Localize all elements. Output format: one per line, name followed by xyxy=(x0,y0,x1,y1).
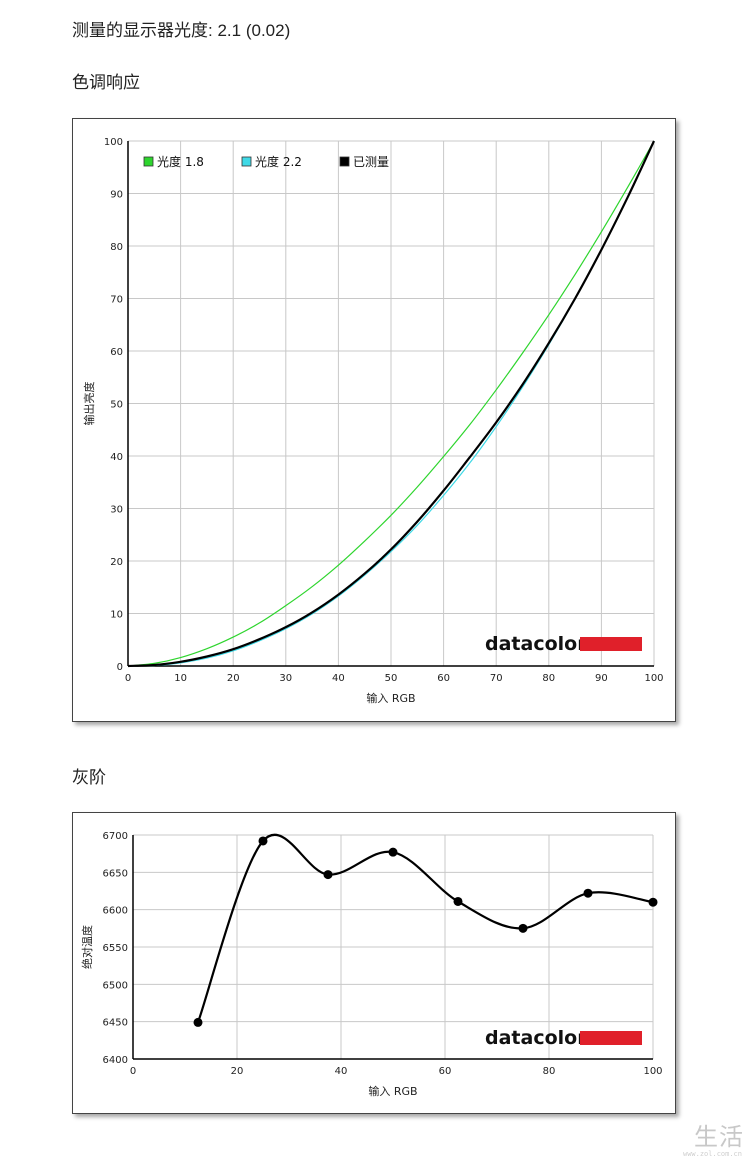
y-tick-label-4: 6600 xyxy=(103,906,128,917)
series-line-0 xyxy=(127,140,655,667)
y-tick-label-3: 6550 xyxy=(103,943,128,954)
y-tick-label-10: 100 xyxy=(104,137,123,148)
y-tick-label-0: 6400 xyxy=(103,1055,128,1066)
data-point-5 xyxy=(518,923,528,933)
x-tick-label-2: 40 xyxy=(335,1066,348,1077)
y-axis-label: 绝对温度 xyxy=(80,925,94,969)
y-tick-label-6: 6700 xyxy=(103,831,128,842)
y-tick-label-5: 6650 xyxy=(103,868,128,879)
y-tick-label-4: 40 xyxy=(110,452,123,463)
data-point-7 xyxy=(648,897,658,907)
data-point-6 xyxy=(583,888,593,898)
x-tick-label-5: 100 xyxy=(643,1066,662,1077)
legend-label-2: 已测量 xyxy=(353,155,389,169)
y-tick-label-1: 10 xyxy=(110,610,123,621)
data-point-2 xyxy=(323,870,333,880)
y-axis-label: 输出亮度 xyxy=(82,382,96,426)
y-tick-label-8: 80 xyxy=(110,242,123,253)
brand-logo-bar xyxy=(580,1031,642,1045)
series-line-2 xyxy=(127,140,655,668)
data-point-1 xyxy=(258,836,268,846)
x-tick-label-4: 80 xyxy=(543,1066,556,1077)
brand-logo-text: datacolor xyxy=(485,633,587,655)
legend-swatch-1 xyxy=(241,156,252,167)
x-tick-label-0: 0 xyxy=(130,1066,136,1077)
y-tick-label-0: 0 xyxy=(117,662,123,673)
x-tick-label-7: 70 xyxy=(490,673,503,684)
measured-gamma-label: 测量的显示器光度: xyxy=(72,21,213,40)
grayscale-panel: 0 20 40 60 80 100 6400 6450 6500 6550 6600 6650 6700… xyxy=(72,812,676,1114)
x-tick-label-10: 100 xyxy=(644,673,663,684)
watermark-logo: 生活 xyxy=(694,1123,744,1151)
x-tick-label-5: 50 xyxy=(385,673,398,684)
series-line-0 xyxy=(196,833,654,1023)
tone-response-chart: 0 10 20 30 40 50 60 70 80 90 100 0 10 20 30 40 50 60 70 80 9… xyxy=(82,137,664,705)
y-tick-label-2: 6500 xyxy=(103,980,128,991)
grayscale-chart: 0 20 40 60 80 100 6400 6450 6500 6550 6600 6650 6700… xyxy=(80,831,663,1098)
legend-label-1: 光度 2.2 xyxy=(255,154,302,169)
tone-response-title: 色调响应 xyxy=(72,73,140,92)
x-tick-label-6: 60 xyxy=(437,673,450,684)
legend-swatch-0 xyxy=(143,156,154,167)
x-tick-label-1: 20 xyxy=(231,1066,244,1077)
y-tick-label-9: 90 xyxy=(110,190,123,201)
x-tick-label-3: 30 xyxy=(279,673,292,684)
x-tick-label-8: 80 xyxy=(542,673,555,684)
legend-swatch-2 xyxy=(339,156,350,167)
grayscale-title: 灰阶 xyxy=(72,768,106,787)
x-tick-label-0: 0 xyxy=(125,673,131,684)
measured-gamma-value: 2.1 (0.02) xyxy=(217,21,291,40)
y-tick-label-2: 20 xyxy=(110,557,123,568)
data-point-3 xyxy=(388,847,398,857)
tone-response-panel: 0 10 20 30 40 50 60 70 80 90 100 0 10 20 30 40 50 60 70 80 9… xyxy=(72,118,676,722)
measured-gamma-line: 测量的显示器光度: 2.1 (0.02) xyxy=(72,16,290,41)
y-tick-label-5: 50 xyxy=(110,400,123,411)
y-tick-label-3: 30 xyxy=(110,505,123,516)
watermark-url: www.zol.com.cn xyxy=(682,1150,742,1158)
brand-logo-bar xyxy=(580,637,642,651)
legend-label-0: 光度 1.8 xyxy=(157,154,204,169)
brand-logo-text: datacolor xyxy=(485,1027,587,1049)
y-tick-label-1: 6450 xyxy=(103,1018,128,1029)
x-tick-label-2: 20 xyxy=(227,673,240,684)
x-tick-label-3: 60 xyxy=(439,1066,452,1077)
data-point-0 xyxy=(193,1017,203,1027)
x-tick-label-1: 10 xyxy=(174,673,187,684)
x-axis-label: 输入 RGB xyxy=(368,1084,417,1098)
x-tick-label-4: 40 xyxy=(332,673,345,684)
data-point-4 xyxy=(453,896,463,906)
x-axis-label: 输入 RGB xyxy=(366,691,415,705)
x-tick-label-9: 90 xyxy=(595,673,608,684)
y-tick-label-7: 70 xyxy=(110,295,123,306)
y-tick-label-6: 60 xyxy=(110,347,123,358)
